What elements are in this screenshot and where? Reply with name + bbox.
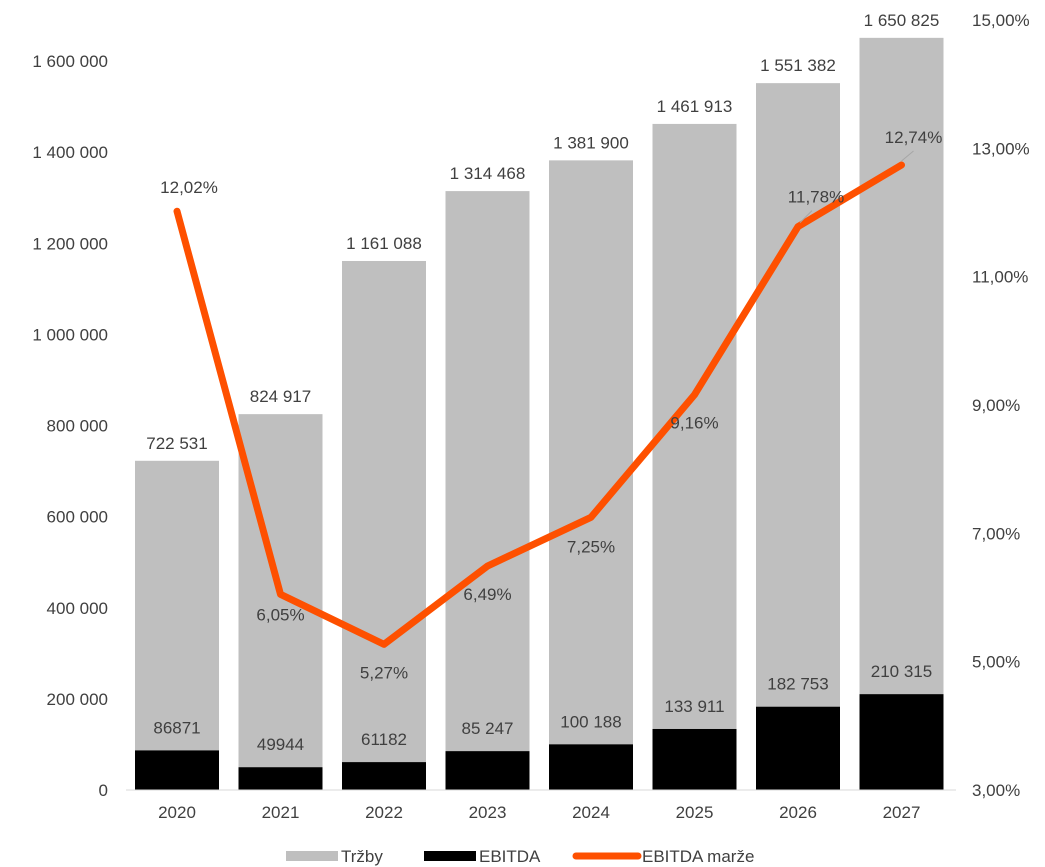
bar-ebitda: [652, 728, 737, 790]
bar-ebitda: [342, 762, 426, 790]
trzby-data-label: 1 551 382: [760, 56, 836, 75]
bar-ebitda: [756, 706, 840, 790]
trzby-data-label: 1 461 913: [657, 97, 733, 116]
ebitda-data-label: 49944: [257, 735, 304, 754]
bar-ebitda: [135, 750, 219, 790]
trzby-data-label: 722 531: [146, 434, 207, 453]
left-tick-label: 600 000: [47, 508, 108, 527]
left-tick-label: 400 000: [47, 599, 108, 618]
leader-line: [799, 210, 813, 223]
right-tick-label: 5,00%: [972, 653, 1020, 672]
bar-ebitda: [859, 694, 944, 790]
bar-trzby: [342, 260, 426, 791]
ebitda-data-label: 86871: [153, 718, 200, 737]
bar-trzby: [238, 414, 323, 790]
left-tick-label: 1 600 000: [32, 52, 108, 71]
x-axis: 2020 2021 2022 2023 2024 2025 2026 2027: [158, 803, 920, 822]
ebitda-data-label: 100 188: [560, 712, 621, 731]
bar-trzby: [756, 83, 840, 791]
left-axis: 0 200 000 400 000 600 000 800 000 1 000 000 1 …: [32, 52, 108, 800]
legend-label-trzby: Tržby: [341, 847, 383, 866]
marze-data-label: 12,02%: [160, 178, 218, 197]
legend-swatch-ebitda: [424, 851, 476, 861]
x-tick-label: 2025: [676, 803, 714, 822]
x-tick-label: 2027: [883, 803, 921, 822]
bar-data-labels: 722 531 86871 824 917 49944 1 161 088 61182 1 …: [146, 11, 939, 754]
marze-data-label: 12,74%: [885, 128, 943, 147]
left-tick-label: 800 000: [47, 417, 108, 436]
marze-data-label: 6,49%: [463, 585, 511, 604]
marze-data-label: 7,25%: [567, 537, 615, 556]
trzby-data-label: 824 917: [250, 387, 311, 406]
line-series: [173, 161, 905, 648]
x-tick-label: 2022: [365, 803, 403, 822]
trzby-data-label: 1 161 088: [346, 234, 422, 253]
right-tick-label: 3,00%: [972, 781, 1020, 800]
left-tick-label: 1 400 000: [32, 143, 108, 162]
ebitda-data-label: 210 315: [871, 662, 932, 681]
bar-series: [135, 37, 944, 791]
legend-label-ebitda: EBITDA: [479, 847, 541, 866]
trzby-data-label: 1 381 900: [553, 133, 629, 152]
x-tick-label: 2026: [779, 803, 817, 822]
trzby-data-label: 1 314 468: [450, 164, 526, 183]
bar-ebitda: [549, 744, 633, 790]
right-tick-label: 11,00%: [972, 268, 1028, 287]
left-tick-label: 1 000 000: [32, 325, 108, 344]
bar-ebitda: [445, 751, 530, 790]
ebitda-data-label: 133 911: [664, 697, 724, 716]
x-tick-label: 2023: [469, 803, 507, 822]
x-tick-label: 2020: [158, 803, 196, 822]
legend: Tržby EBITDA EBITDA marže: [286, 847, 754, 866]
right-tick-label: 13,00%: [972, 139, 1030, 158]
bar-ebitda: [238, 767, 323, 790]
right-axis: 3,00% 5,00% 7,00% 9,00% 11,00% 13,00% 15,00%: [972, 11, 1030, 800]
marze-data-label: 6,05%: [256, 605, 304, 624]
right-tick-label: 9,00%: [972, 396, 1020, 415]
ebitda-marze-line: [173, 161, 905, 648]
marze-data-label: 11,78%: [788, 188, 844, 207]
bar-trzby: [652, 123, 737, 790]
marze-data-label: 9,16%: [670, 414, 718, 433]
ebitda-data-label: 182 753: [767, 675, 828, 694]
right-tick-label: 15,00%: [972, 11, 1030, 30]
marze-data-label: 5,27%: [360, 663, 408, 682]
legend-label-marze: EBITDA marže: [642, 847, 754, 866]
bar-trzby: [445, 191, 530, 790]
x-tick-label: 2021: [262, 803, 300, 822]
trzby-data-label: 1 650 825: [864, 11, 940, 30]
left-tick-label: 200 000: [47, 690, 108, 709]
ebitda-data-label: 85 247: [462, 719, 514, 738]
left-tick-label: 1 200 000: [32, 234, 108, 253]
bar-trzby: [549, 160, 633, 790]
ebitda-data-label: 61182: [361, 730, 407, 749]
legend-swatch-trzby: [286, 851, 338, 861]
x-tick-label: 2024: [572, 803, 610, 822]
bar-trzby: [135, 460, 219, 790]
left-tick-label: 0: [99, 781, 108, 800]
line-data-labels: 12,02% 6,05% 5,27% 6,49% 7,25% 9,16% 11,78% 12,…: [160, 128, 942, 682]
right-tick-label: 7,00%: [972, 524, 1020, 543]
leader-line: [901, 150, 914, 162]
